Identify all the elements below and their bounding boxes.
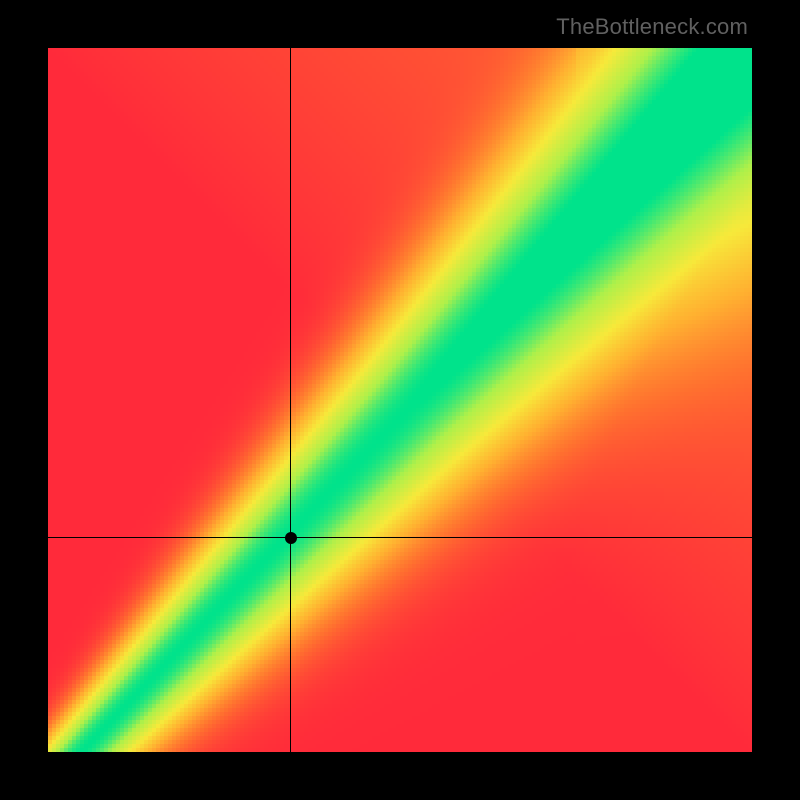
crosshair-vertical: [290, 48, 291, 752]
chart-container: { "chart": { "type": "heatmap", "outer_s…: [0, 0, 800, 800]
watermark-text: TheBottleneck.com: [556, 14, 748, 40]
crosshair-horizontal: [48, 537, 752, 538]
plot-area: [48, 48, 752, 752]
bottleneck-heatmap: [48, 48, 752, 752]
marker-point: [285, 532, 297, 544]
